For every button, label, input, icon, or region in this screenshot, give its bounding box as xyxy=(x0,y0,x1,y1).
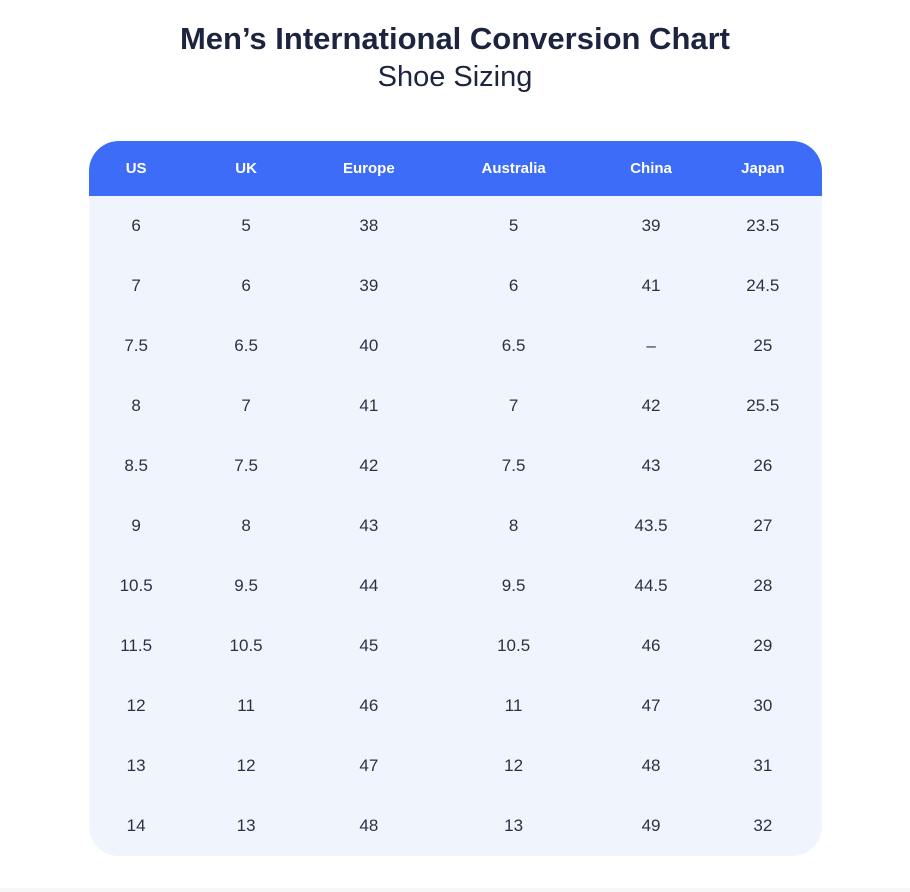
size-cell: 7.5 xyxy=(183,436,309,496)
table-header-row: US UK Europe Australia China Japan xyxy=(88,141,822,196)
conversion-table-wrapper: US UK Europe Australia China Japan 6 5 38 5 39 23.… xyxy=(88,141,822,856)
column-header-us: US xyxy=(88,141,184,196)
size-cell: 11 xyxy=(183,676,309,736)
size-cell: 27 xyxy=(704,496,822,556)
table-row: 14 13 48 13 49 32 xyxy=(88,796,822,856)
size-cell: 6.5 xyxy=(429,316,598,376)
size-cell: 6 xyxy=(429,256,598,316)
size-cell: 43 xyxy=(597,436,705,496)
size-cell: 39 xyxy=(597,196,705,256)
size-cell: 13 xyxy=(183,796,309,856)
size-cell: 10.5 xyxy=(88,556,184,616)
size-cell: 14 xyxy=(88,796,184,856)
size-cell: 6 xyxy=(88,196,184,256)
size-cell: 9.5 xyxy=(183,556,309,616)
size-cell: 8.5 xyxy=(88,436,184,496)
size-cell: 43.5 xyxy=(597,496,705,556)
size-cell: 24.5 xyxy=(704,256,822,316)
bottom-divider xyxy=(0,888,910,892)
size-cell: 13 xyxy=(88,736,184,796)
size-cell: 12 xyxy=(88,676,184,736)
size-cell: 10.5 xyxy=(183,616,309,676)
size-cell: 28 xyxy=(704,556,822,616)
size-cell: 40 xyxy=(308,316,430,376)
size-cell: 6.5 xyxy=(183,316,309,376)
size-cell: 41 xyxy=(308,376,430,436)
table-row: 10.5 9.5 44 9.5 44.5 28 xyxy=(88,556,822,616)
table-row: 9 8 43 8 43.5 27 xyxy=(88,496,822,556)
size-cell: 49 xyxy=(597,796,705,856)
size-cell: 42 xyxy=(308,436,430,496)
column-header-china: China xyxy=(597,141,705,196)
size-cell: 7.5 xyxy=(429,436,598,496)
size-cell: 9 xyxy=(88,496,184,556)
size-cell: 8 xyxy=(183,496,309,556)
size-cell: 43 xyxy=(308,496,430,556)
table-row: 12 11 46 11 47 30 xyxy=(88,676,822,736)
table-row: 11.5 10.5 45 10.5 46 29 xyxy=(88,616,822,676)
size-cell: 6 xyxy=(183,256,309,316)
page-subtitle: Shoe Sizing xyxy=(377,61,533,93)
size-cell: 32 xyxy=(704,796,822,856)
size-cell: 39 xyxy=(308,256,430,316)
column-header-australia: Australia xyxy=(429,141,598,196)
size-cell: 38 xyxy=(308,196,430,256)
size-cell: 9.5 xyxy=(429,556,598,616)
size-cell: 44 xyxy=(308,556,430,616)
size-cell: 47 xyxy=(597,676,705,736)
table-row: 6 5 38 5 39 23.5 xyxy=(88,196,822,256)
size-cell: 31 xyxy=(704,736,822,796)
size-cell: 23.5 xyxy=(704,196,822,256)
size-cell: 30 xyxy=(704,676,822,736)
page-title: Men’s International Conversion Chart xyxy=(179,21,731,56)
size-cell: 11 xyxy=(429,676,598,736)
size-cell: 7 xyxy=(88,256,184,316)
size-cell: 11.5 xyxy=(88,616,184,676)
size-cell: 5 xyxy=(429,196,598,256)
size-cell: 48 xyxy=(308,796,430,856)
table-row: 7.5 6.5 40 6.5–25 xyxy=(88,316,822,376)
conversion-table-body: 6 5 38 5 39 23.5 7 6 39 6 41 24.5 7.5 6.5 40 6.5–25 8 7 41… xyxy=(88,196,822,856)
size-cell: 25 xyxy=(704,316,822,376)
size-cell: – xyxy=(597,316,705,376)
size-cell: 7.5 xyxy=(88,316,184,376)
size-cell: 42 xyxy=(597,376,705,436)
size-cell: 46 xyxy=(308,676,430,736)
size-cell: 45 xyxy=(308,616,430,676)
size-cell: 5 xyxy=(183,196,309,256)
size-cell: 12 xyxy=(183,736,309,796)
table-row: 13 12 47 12 48 31 xyxy=(88,736,822,796)
table-row: 8 7 41 7 42 25.5 xyxy=(88,376,822,436)
size-cell: 46 xyxy=(597,616,705,676)
column-header-japan: Japan xyxy=(704,141,822,196)
size-cell: 7 xyxy=(183,376,309,436)
size-cell: 10.5 xyxy=(429,616,598,676)
column-header-uk: UK xyxy=(183,141,309,196)
size-cell: 8 xyxy=(88,376,184,436)
size-cell: 41 xyxy=(597,256,705,316)
size-cell: 44.5 xyxy=(597,556,705,616)
table-row: 7 6 39 6 41 24.5 xyxy=(88,256,822,316)
size-cell: 7 xyxy=(429,376,598,436)
size-cell: 48 xyxy=(597,736,705,796)
conversion-table: US UK Europe Australia China Japan 6 5 38 5 39 23.… xyxy=(88,141,822,856)
size-cell: 13 xyxy=(429,796,598,856)
size-cell: 26 xyxy=(704,436,822,496)
size-cell: 29 xyxy=(704,616,822,676)
size-cell: 47 xyxy=(308,736,430,796)
size-cell: 25.5 xyxy=(704,376,822,436)
column-header-europe: Europe xyxy=(308,141,430,196)
table-row: 8.5 7.5 42 7.5 43 26 xyxy=(88,436,822,496)
size-cell: 12 xyxy=(429,736,598,796)
size-cell: 8 xyxy=(429,496,598,556)
